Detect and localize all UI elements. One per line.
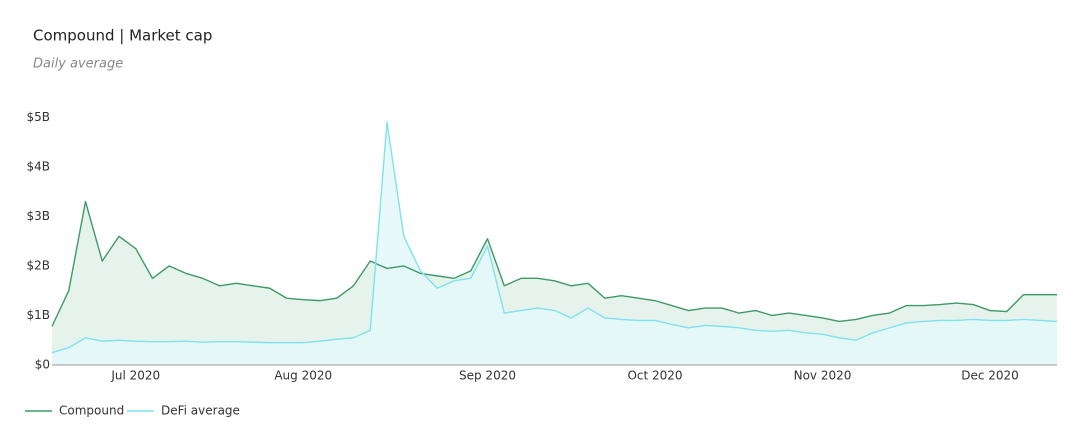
line — [51, 200, 1057, 327]
chart-subtitle: Daily average — [33, 57, 123, 72]
y-tick-label: $1B — [26, 308, 50, 322]
legend-label[interactable]: DeFi average — [161, 404, 240, 418]
x-tick-label: Jul 2020 — [110, 369, 160, 383]
y-tick-label: $4B — [26, 159, 50, 173]
x-tick-label: Aug 2020 — [274, 369, 332, 383]
area — [52, 201, 1057, 365]
y-tick-label: $2B — [26, 258, 50, 272]
chart-title: Compound | Market cap — [33, 27, 212, 45]
x-tick-label: Sep 2020 — [459, 369, 516, 383]
x-tick-label: Nov 2020 — [794, 369, 852, 383]
y-tick-label: $3B — [26, 209, 50, 223]
x-tick-label: Dec 2020 — [961, 369, 1019, 383]
line — [51, 121, 1058, 354]
legend-label[interactable]: Compound — [59, 404, 124, 418]
area — [52, 122, 1057, 366]
y-tick-label: $0 — [35, 358, 50, 372]
y-tick-label: $5B — [26, 110, 50, 124]
x-tick-label: Oct 2020 — [627, 369, 682, 383]
